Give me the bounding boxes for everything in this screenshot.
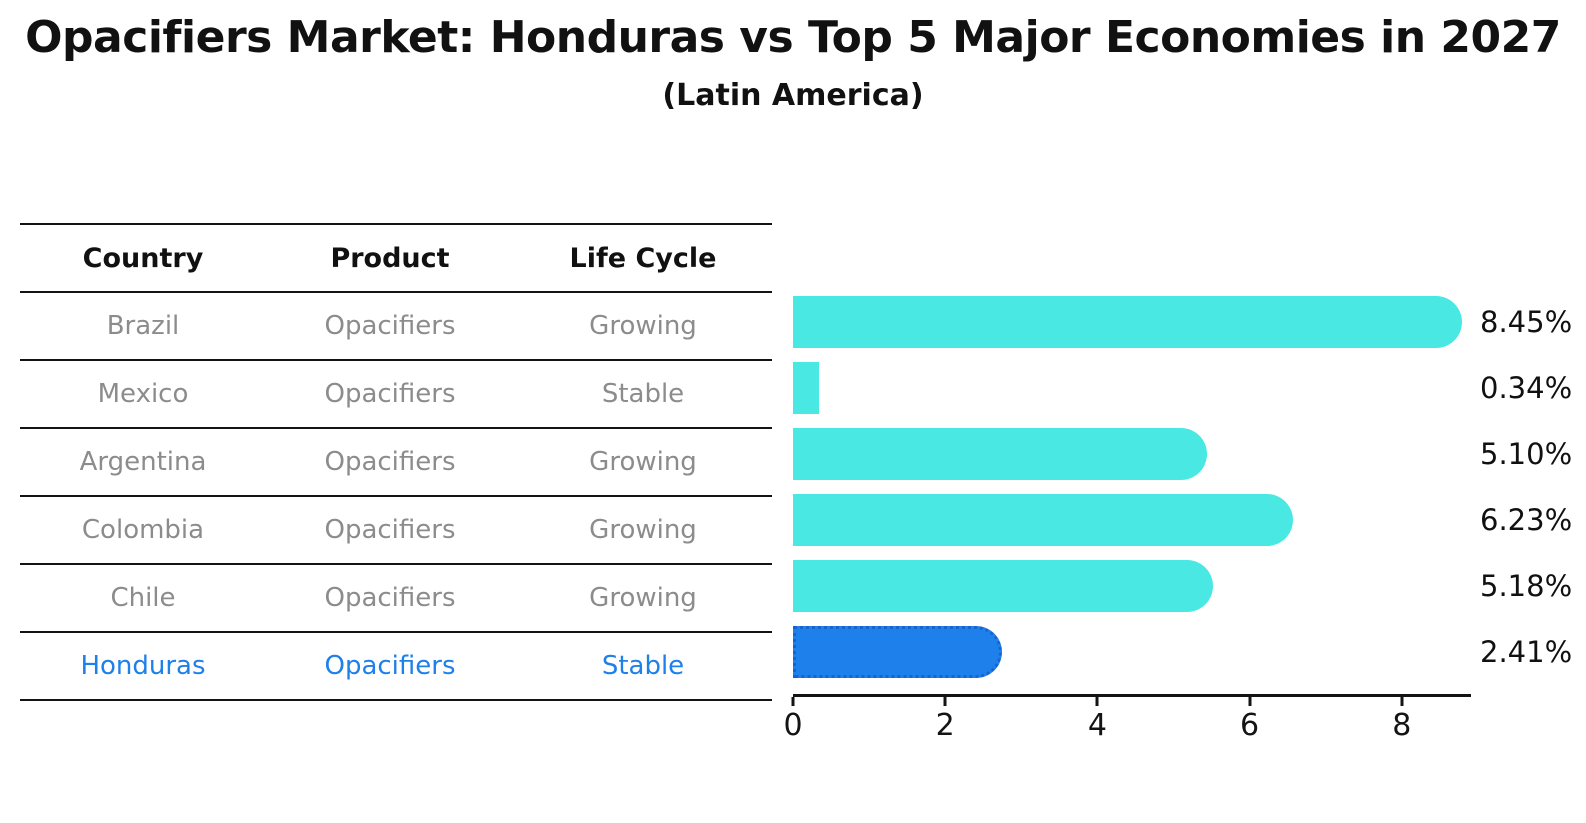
table-row-brazil: Brazil Opacifiers Growing	[20, 293, 772, 361]
x-axis-tick	[791, 697, 795, 706]
cell-product: Opacifiers	[324, 583, 456, 613]
bar-value-label: 8.45%	[1480, 305, 1573, 339]
bar-value-label: 6.23%	[1480, 503, 1573, 537]
cell-country: Brazil	[106, 311, 180, 341]
bar-mexico	[793, 362, 819, 414]
table-row-chile: Chile Opacifiers Growing	[20, 565, 772, 633]
x-axis-tick	[1095, 697, 1099, 706]
cell-country: Colombia	[81, 515, 205, 545]
bar-row-chile: 5.18%	[793, 553, 1586, 619]
bar-row-honduras: 2.41%	[793, 619, 1586, 685]
bar-row-mexico: 0.34%	[793, 355, 1586, 421]
table-header-lifecycle: Life Cycle	[569, 242, 717, 274]
bar-row-argentina: 5.10%	[793, 421, 1586, 487]
cell-country: Honduras	[80, 651, 206, 681]
table-row-argentina: Argentina Opacifiers Growing	[20, 429, 772, 497]
bar-value-label: 0.34%	[1480, 371, 1573, 405]
bar-colombia	[793, 494, 1294, 546]
x-axis-tick-label: 2	[935, 708, 955, 743]
table-row-colombia: Colombia Opacifiers Growing	[20, 497, 772, 565]
cell-product: Opacifiers	[324, 311, 456, 341]
bar-row-brazil: 8.45%	[793, 289, 1586, 355]
bar-value-label: 2.41%	[1480, 635, 1573, 669]
x-axis-line	[793, 694, 1471, 697]
cell-product: Opacifiers	[324, 515, 456, 545]
bar-honduras	[793, 626, 1003, 678]
table-header-row: Country Product Life Cycle	[20, 225, 772, 293]
x-axis-tick-label: 6	[1240, 708, 1260, 743]
cell-lifecycle: Growing	[589, 583, 697, 613]
cell-lifecycle: Stable	[601, 379, 685, 409]
table-body: Brazil Opacifiers Growing Mexico Opacifiers S…	[20, 293, 772, 701]
cell-product: Opacifiers	[324, 447, 456, 477]
table-header-country: Country	[82, 242, 204, 274]
chart-subtitle: (Latin America)	[662, 78, 924, 113]
cell-country: Chile	[110, 583, 176, 613]
bar-brazil	[793, 296, 1463, 348]
x-axis-tick	[1248, 697, 1252, 706]
cell-lifecycle: Stable	[601, 651, 685, 681]
x-axis-tick-label: 0	[783, 708, 803, 743]
bar-row-colombia: 6.23%	[793, 487, 1586, 553]
cell-product: Opacifiers	[324, 651, 456, 681]
bar-value-label: 5.18%	[1480, 569, 1573, 603]
data-table: Country Product Life Cycle Brazil Opacifi…	[20, 223, 772, 701]
chart-title: Opacifiers Market: Honduras vs Top 5 Maj…	[25, 12, 1561, 63]
table-header-product: Product	[330, 242, 450, 274]
cell-lifecycle: Growing	[589, 515, 697, 545]
cell-country: Argentina	[79, 447, 207, 477]
bar-chart: 8.45% 0.34% 5.10% 6.23% 5.18% 2.41% 0 2 4 6 8	[783, 289, 1586, 789]
cell-product: Opacifiers	[324, 379, 456, 409]
cell-country: Mexico	[97, 379, 189, 409]
x-axis-tick-label: 8	[1392, 708, 1412, 743]
table-row-honduras: Honduras Opacifiers Stable	[20, 633, 772, 701]
bar-argentina	[793, 428, 1208, 480]
bar-value-label: 5.10%	[1480, 437, 1573, 471]
bar-chile	[793, 560, 1214, 612]
cell-lifecycle: Growing	[589, 447, 697, 477]
x-axis-tick-label: 4	[1087, 708, 1107, 743]
x-axis-tick	[943, 697, 947, 706]
table-row-mexico: Mexico Opacifiers Stable	[20, 361, 772, 429]
x-axis-tick	[1400, 697, 1404, 706]
cell-lifecycle: Growing	[589, 311, 697, 341]
